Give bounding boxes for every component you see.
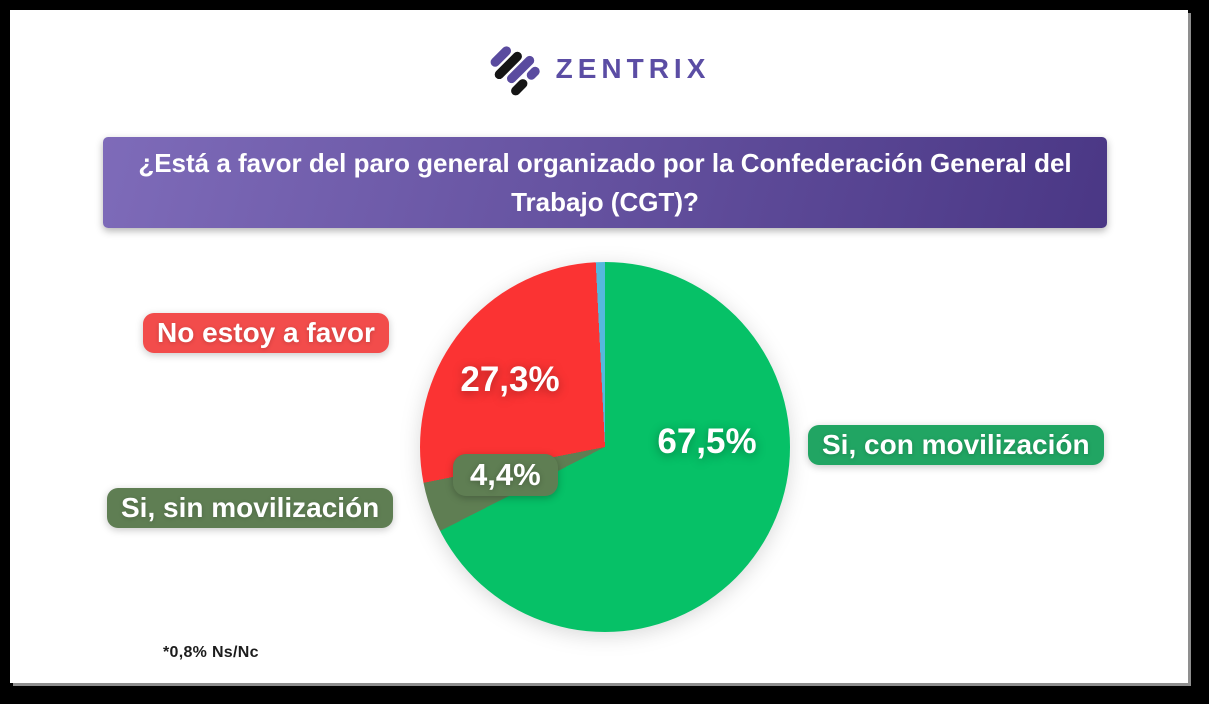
question-banner: ¿Está a favor del paro general organizad… xyxy=(103,137,1107,228)
infographic-card: ZENTRIX ¿Está a favor del paro general o… xyxy=(10,10,1188,683)
legend-badge-sin-movilizacion: Si, sin movilización xyxy=(107,488,394,528)
pct-label-con-movilizacion: 67,5% xyxy=(657,422,757,461)
legend-badge-no-favor: No estoy a favor xyxy=(143,313,389,353)
zentrix-logo-icon xyxy=(490,46,540,96)
legend-badge-con-movilizacion: Si, con movilización xyxy=(808,425,1104,465)
footnote-nsnc: *0,8% Ns/Nc xyxy=(163,644,259,661)
pct-label-no-favor: 27,3% xyxy=(460,360,560,399)
pie-chart xyxy=(420,262,790,632)
logo: ZENTRIX xyxy=(10,40,1188,98)
pct-label-sin-movilizacion: 4,4% xyxy=(453,454,558,496)
zentrix-logo-text: ZENTRIX xyxy=(555,53,711,84)
question-text: ¿Está a favor del paro general organizad… xyxy=(138,147,1072,217)
